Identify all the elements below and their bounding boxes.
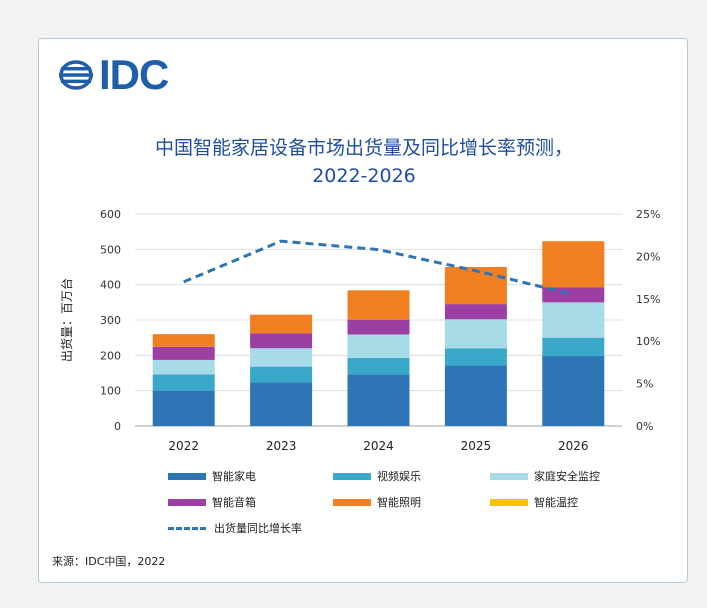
idc-logo: IDC bbox=[59, 51, 169, 99]
legend-item: 智能温控 bbox=[490, 495, 578, 509]
y-tick-label: 400 bbox=[100, 279, 121, 292]
legend-swatch bbox=[333, 472, 371, 480]
stacked-bar-chart: 0 100 200 300 400 500 600 0% 5% 10% 15% 20% 25% 出货量：百… bbox=[59, 208, 660, 453]
legend-swatch bbox=[168, 472, 206, 480]
bar-segment bbox=[542, 356, 605, 426]
bar-segment bbox=[542, 241, 605, 288]
legend-item: 智能家电 bbox=[168, 469, 256, 483]
bar-segment bbox=[250, 366, 313, 383]
bar-segment bbox=[250, 348, 313, 367]
legend-swatch bbox=[490, 472, 528, 480]
idc-globe-icon bbox=[59, 60, 93, 90]
idc-logo-text: IDC bbox=[99, 51, 169, 98]
y2-tick-label: 25% bbox=[636, 208, 660, 221]
bar-segment bbox=[347, 290, 410, 320]
chart-title-line1: 中国智能家居设备市场出货量及同比增长率预测， bbox=[154, 137, 573, 159]
bar-segment bbox=[444, 304, 507, 320]
legend-swatch bbox=[333, 498, 371, 506]
x-tick-label: 2022 bbox=[168, 439, 199, 453]
y2-tick-label: 20% bbox=[636, 250, 660, 263]
bar-segment bbox=[152, 390, 215, 426]
bar-segment bbox=[152, 359, 215, 375]
x-tick-label: 2024 bbox=[363, 439, 394, 453]
bar-segment bbox=[444, 267, 507, 305]
bar-segment bbox=[152, 374, 215, 391]
legend-label: 出货量同比增长率 bbox=[214, 522, 302, 535]
bar-segment bbox=[542, 287, 605, 303]
y2-tick-label: 0% bbox=[636, 420, 653, 433]
legend-swatch bbox=[490, 498, 528, 506]
legend-item: 智能照明 bbox=[333, 495, 421, 509]
bar-segment bbox=[250, 333, 313, 349]
y2-tick-label: 10% bbox=[636, 335, 660, 348]
chart-title-line2: 2022-2026 bbox=[312, 165, 416, 187]
legend-label: 家庭安全监控 bbox=[534, 470, 600, 483]
legend-label: 视频娱乐 bbox=[377, 470, 421, 483]
bar-segment bbox=[250, 314, 313, 334]
bar-segment bbox=[542, 337, 605, 357]
bar-segment bbox=[347, 357, 410, 375]
x-tick-label: 2025 bbox=[461, 439, 492, 453]
bar-segment bbox=[347, 334, 410, 358]
bar-segment bbox=[152, 334, 215, 347]
source-note: 来源：IDC中国，2022 bbox=[52, 555, 166, 568]
y-tick-label: 200 bbox=[100, 349, 121, 362]
y2-tick-label: 15% bbox=[636, 293, 660, 306]
legend-item-growth: 出货量同比增长率 bbox=[168, 521, 302, 535]
bar-segment bbox=[347, 319, 410, 335]
legend-label: 智能家电 bbox=[212, 470, 256, 483]
legend-item: 视频娱乐 bbox=[333, 469, 421, 483]
legend-dash-swatch bbox=[168, 526, 206, 530]
bar-segment bbox=[347, 374, 410, 426]
bar-segment bbox=[152, 346, 215, 360]
bar-segment bbox=[250, 382, 313, 426]
legend-label: 智能照明 bbox=[377, 496, 421, 509]
y-tick-label: 100 bbox=[100, 385, 121, 398]
y-tick-label: 500 bbox=[100, 243, 121, 256]
bar-segment bbox=[542, 302, 605, 338]
chart-card: IDC 中国智能家居设备市场出货量及同比增长率预测， 2022-2026 0 10… bbox=[38, 38, 688, 583]
y-tick-label: 600 bbox=[100, 208, 121, 221]
x-tick-label: 2026 bbox=[558, 439, 589, 453]
legend-item: 家庭安全监控 bbox=[490, 469, 600, 483]
legend-label: 智能音箱 bbox=[212, 496, 256, 509]
legend-label: 智能温控 bbox=[534, 496, 578, 509]
y-tick-label: 300 bbox=[100, 314, 121, 327]
legend-swatch bbox=[168, 498, 206, 506]
legend-item: 智能音箱 bbox=[168, 495, 256, 509]
x-tick-label: 2023 bbox=[266, 439, 297, 453]
bar-segment bbox=[444, 348, 507, 366]
bar-segment bbox=[444, 319, 507, 349]
bar-segment bbox=[444, 365, 507, 426]
y2-tick-label: 5% bbox=[636, 378, 653, 391]
y-tick-label: 0 bbox=[114, 420, 121, 433]
growth-rate-line bbox=[183, 239, 574, 297]
y-axis-label: 出货量：百万台 bbox=[59, 278, 74, 362]
